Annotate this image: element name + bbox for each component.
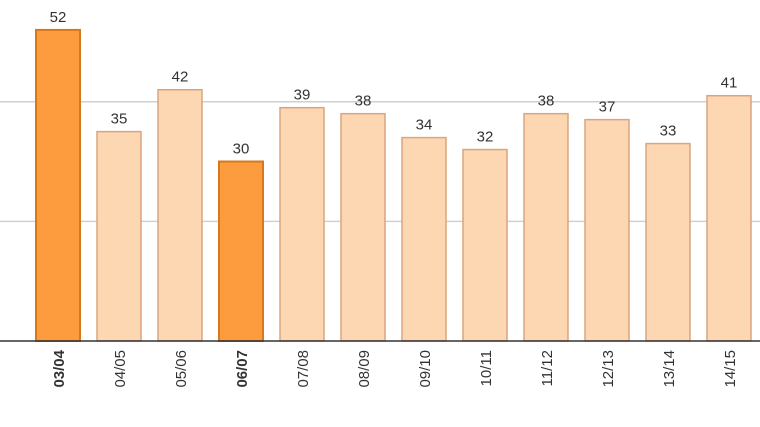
bar (279, 106, 325, 342)
bar (523, 112, 569, 342)
x-tick-label: 08/09 (356, 350, 373, 388)
value-label: 30 (233, 141, 250, 158)
x-tick-label: 10/11 (478, 350, 495, 386)
x-tick-label: 12/13 (600, 350, 617, 388)
bar (645, 142, 691, 342)
bar (462, 148, 508, 342)
bar (218, 160, 264, 342)
bar (340, 112, 386, 342)
x-tick-label: 07/08 (295, 350, 312, 388)
x-tick-label: 06/07 (234, 350, 251, 388)
x-tick-label: 03/04 (51, 349, 68, 387)
value-label: 35 (111, 111, 128, 128)
value-label: 39 (294, 87, 311, 104)
bar (401, 136, 447, 342)
value-label: 52 (50, 9, 67, 26)
bar (35, 28, 81, 342)
value-label: 38 (538, 93, 555, 110)
bar (584, 118, 630, 342)
x-tick-label: 11/12 (539, 350, 556, 386)
value-label: 37 (599, 99, 616, 116)
value-label: 32 (477, 129, 494, 146)
value-label: 34 (416, 117, 433, 134)
bar (706, 94, 752, 342)
value-label: 33 (660, 123, 677, 140)
bar (96, 130, 142, 342)
x-tick-label: 13/14 (661, 350, 678, 388)
bar (157, 88, 203, 342)
x-tick-label: 05/06 (173, 350, 190, 388)
x-tick-label: 14/15 (722, 350, 739, 388)
value-label: 41 (721, 75, 738, 92)
x-tick-label: 04/05 (112, 350, 129, 388)
x-tick-label: 09/10 (417, 350, 434, 388)
value-label: 42 (172, 69, 189, 86)
value-label: 38 (355, 93, 372, 110)
